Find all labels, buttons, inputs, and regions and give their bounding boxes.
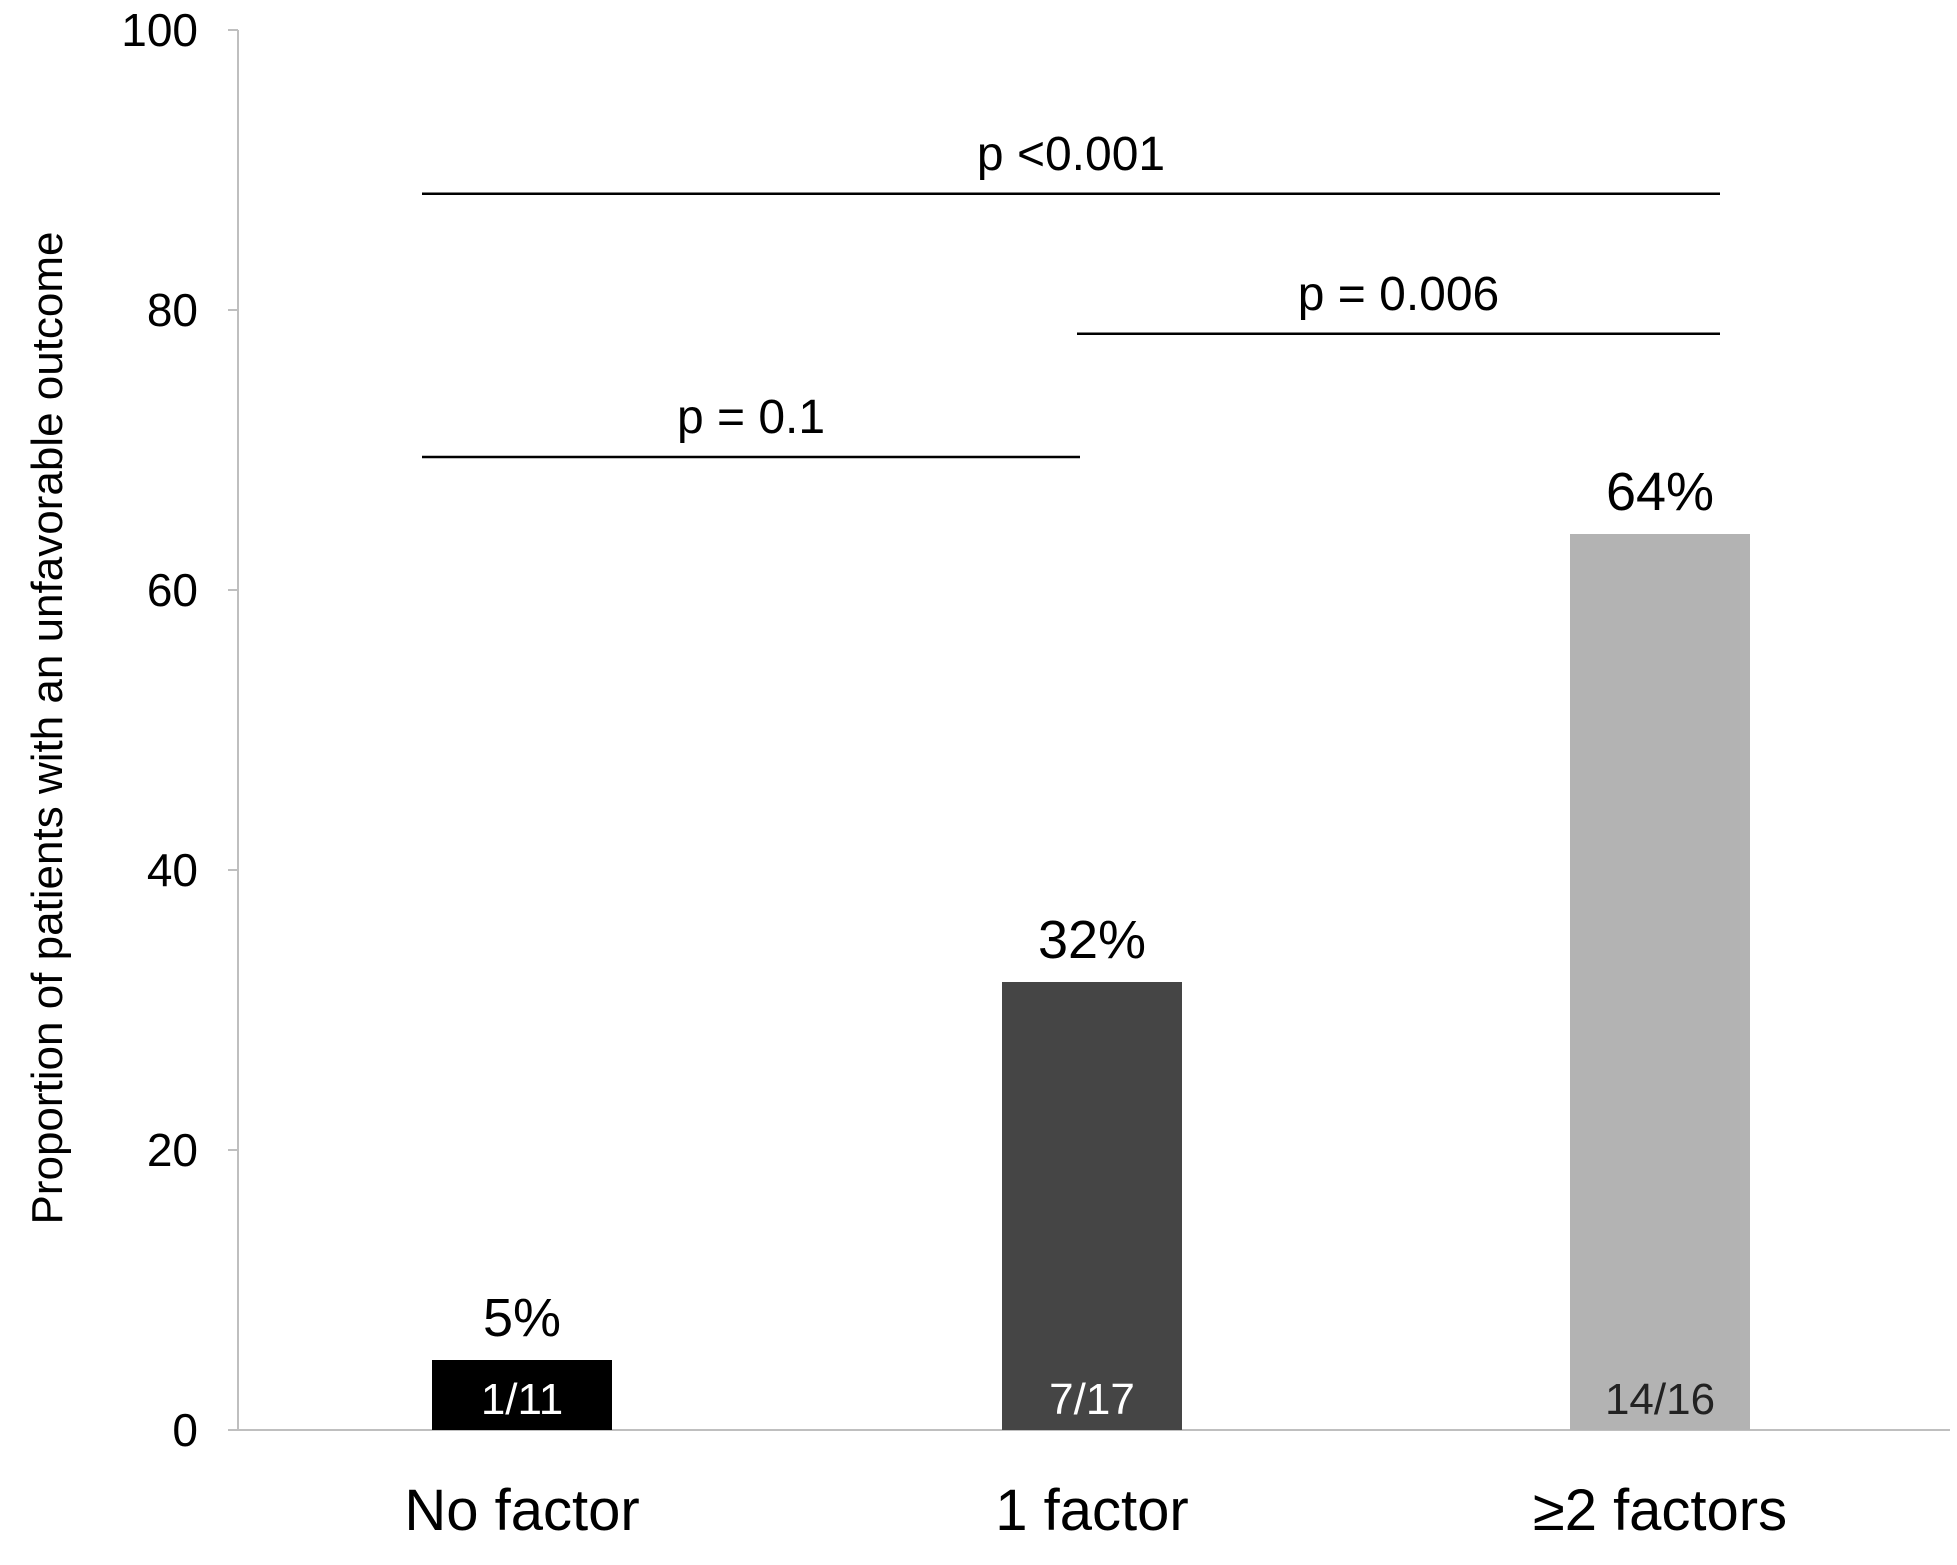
p-value-label: p <0.001 — [977, 128, 1165, 181]
y-tick-label: 60 — [147, 564, 198, 616]
value-label: 5% — [483, 1288, 561, 1348]
bars — [432, 534, 1750, 1430]
p-value-label: p = 0.006 — [1298, 268, 1500, 321]
value-label: 32% — [1038, 910, 1146, 970]
y-tick-label: 20 — [147, 1124, 198, 1176]
y-tick-label: 100 — [121, 4, 198, 56]
bar — [1570, 534, 1750, 1430]
bar — [1002, 982, 1182, 1430]
x-tick-label: ≥2 factors — [1533, 1478, 1787, 1543]
y-tick-label: 40 — [147, 844, 198, 896]
y-tick-label: 80 — [147, 284, 198, 336]
p-value-label: p = 0.1 — [677, 391, 825, 444]
count-label: 14/16 — [1605, 1375, 1715, 1424]
y-tick-label: 0 — [172, 1404, 198, 1456]
axes: 0 20 40 60 80 100 No factor 1 factor ≥2 factors — [121, 4, 1950, 1543]
count-label: 1/11 — [481, 1375, 563, 1424]
x-tick-label: 1 factor — [995, 1478, 1188, 1543]
count-label: 7/17 — [1049, 1375, 1135, 1424]
y-axis-label: Proportion of patients with an unfavorab… — [23, 231, 72, 1224]
bar-labels: 5% 1/11 32% 7/17 64% 14/16 — [481, 462, 1715, 1424]
value-label: 64% — [1606, 462, 1714, 522]
significance-brackets: p <0.001 p = 0.006 p = 0.1 — [422, 128, 1720, 459]
x-tick-label: No factor — [404, 1478, 639, 1543]
bar — [432, 1360, 612, 1430]
